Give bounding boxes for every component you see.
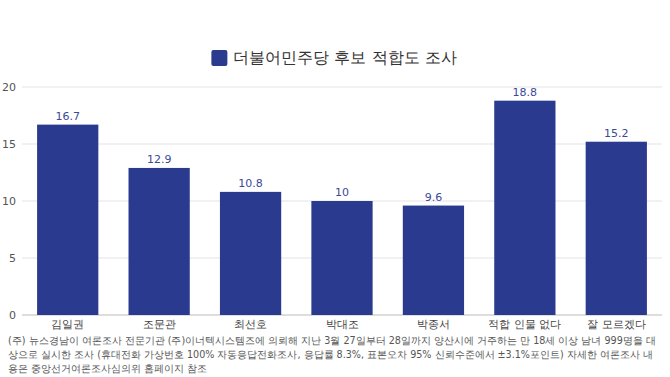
y-tick-label: 15 xyxy=(2,138,16,151)
data-label: 16.7 xyxy=(55,110,80,123)
bar xyxy=(494,101,555,315)
x-tick-label: 김일권 xyxy=(51,318,84,331)
grid: 0 5 10 15 20 xyxy=(2,81,662,322)
bar xyxy=(220,192,281,315)
title: 더불어민주당 후보 적합도 조사 xyxy=(233,48,456,67)
chart-svg: 더불어민주당 후보 적합도 조사 0 5 10 15 20 16.7 김일권 12.9 조문관 10… xyxy=(0,0,670,377)
y-tick-label: 5 xyxy=(9,252,16,265)
x-tick-label: 박종서 xyxy=(417,318,450,331)
title-group: 더불어민주당 후보 적합도 조사 xyxy=(211,48,456,67)
x-tick-label: 최선호 xyxy=(234,318,267,331)
data-label: 9.6 xyxy=(425,191,443,204)
data-label: 18.8 xyxy=(513,86,538,99)
bar xyxy=(403,206,464,315)
y-tick-label: 0 xyxy=(9,309,16,322)
grid-line xyxy=(22,144,662,145)
page: {"chart_data": {"type": "bar", "title": … xyxy=(0,0,670,377)
data-label: 15.2 xyxy=(604,127,629,140)
bars xyxy=(37,101,647,315)
x-tick-label: 적합 인물 없다 xyxy=(488,318,561,331)
bar xyxy=(586,142,647,315)
data-label: 12.9 xyxy=(147,153,172,166)
bar xyxy=(129,168,190,315)
bar xyxy=(37,125,98,315)
grid-line xyxy=(22,87,662,88)
labels: 16.7 김일권 12.9 조문관 10.8 최선호 10 박대조 9.6 박종서 18.8 적합 인… xyxy=(51,86,645,331)
x-tick-label: 조문관 xyxy=(143,318,176,331)
data-label: 10 xyxy=(335,186,349,199)
x-tick-label: 잘 모르겠다 xyxy=(587,318,646,331)
footnote: (주) 뉴스경남이 여론조사 전문기관 (주)이너텍시스템즈에 의뢰해 지난 3… xyxy=(8,334,662,376)
x-tick-label: 박대조 xyxy=(326,318,359,331)
y-tick-label: 10 xyxy=(2,195,16,208)
y-tick-label: 20 xyxy=(2,81,16,94)
legend-swatch xyxy=(211,50,227,66)
data-label: 10.8 xyxy=(238,177,263,190)
bar xyxy=(311,201,372,315)
